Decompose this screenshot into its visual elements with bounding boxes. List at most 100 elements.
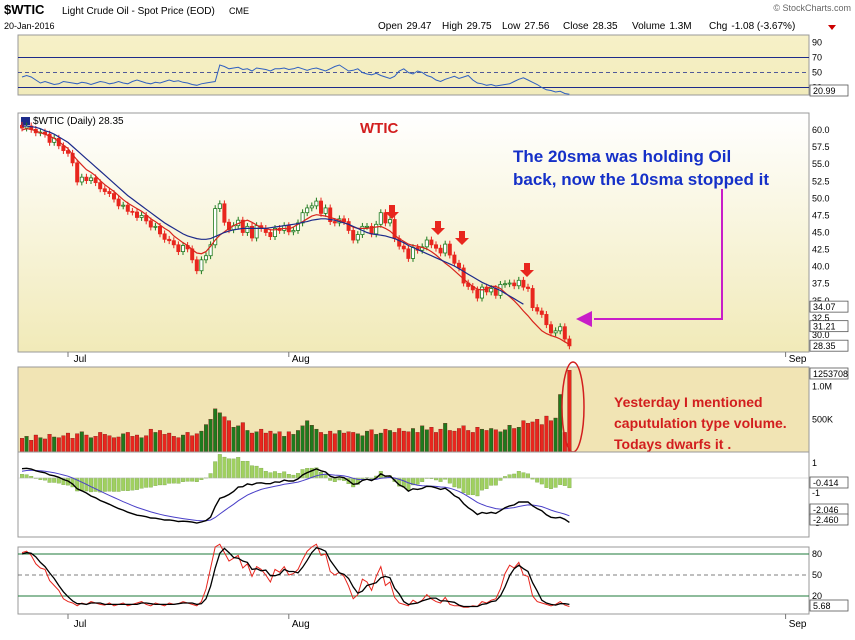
macd-histogram-bar xyxy=(236,457,241,479)
volume-bar xyxy=(273,433,277,453)
volume-annotation-line-3: Todays dwarfs it . xyxy=(614,436,731,452)
macd-histogram-bar xyxy=(185,477,190,482)
date-axis-top-label: Jul xyxy=(74,354,87,365)
macd-histogram-bar xyxy=(125,477,130,491)
watermark: © StockCharts.com xyxy=(773,3,851,13)
date-axis-bottom-label: Aug xyxy=(292,619,310,630)
date-axis-top: JulAugSepOctNovDec2016FebMarApr xyxy=(67,352,807,365)
price-flag-label: 34.07 xyxy=(813,302,836,312)
volume-bar xyxy=(332,433,337,453)
volume-bar xyxy=(277,431,282,453)
volume-bar xyxy=(130,436,135,453)
volume-annotation-line-2: caputulation type volume. xyxy=(614,415,787,431)
volume-bar xyxy=(268,430,273,453)
candle xyxy=(79,176,84,183)
volume-bar xyxy=(424,429,429,453)
candle xyxy=(148,220,153,228)
down-arrow-icon xyxy=(828,25,836,30)
macd-histogram-bar xyxy=(139,477,144,489)
price-flag-label-box xyxy=(809,320,849,333)
volume-bar xyxy=(217,412,222,453)
volume-bar xyxy=(553,417,558,453)
macd-histogram-bar xyxy=(47,477,52,483)
sma-annotation-line-1: The 20sma was holding Oil xyxy=(513,147,731,166)
volume-bar xyxy=(351,432,356,453)
candle xyxy=(268,232,273,237)
macd-histogram-bar xyxy=(167,477,172,484)
macd-histogram-bar xyxy=(567,477,572,489)
stochastic-d-line xyxy=(21,546,570,608)
chart-symbol: $WTIC xyxy=(4,2,45,17)
macd-histogram-bar xyxy=(420,477,425,482)
volume-bar xyxy=(549,420,553,453)
candle xyxy=(125,204,130,212)
volume-bar xyxy=(392,432,397,453)
price-tick-label: 50.0 xyxy=(812,193,830,203)
volume-bar xyxy=(507,425,512,453)
date-axis-top-label: Sep xyxy=(789,354,807,365)
rsi-line xyxy=(21,64,570,95)
candle xyxy=(249,225,254,239)
price-tick-label: 40.0 xyxy=(812,262,830,272)
macd-histogram-bar xyxy=(162,477,167,486)
volume-bar xyxy=(309,425,314,453)
macd-histogram-bar xyxy=(282,471,287,479)
chart-instrument-name: Light Crude Oil - Spot Price (EOD) xyxy=(62,6,215,17)
macd-histogram-bar xyxy=(181,477,185,482)
candle xyxy=(107,191,112,194)
candle xyxy=(309,205,314,209)
macd-histogram-bar xyxy=(286,474,291,479)
rsi-value-label: 20.99 xyxy=(813,86,836,96)
volume-bar xyxy=(452,430,457,453)
stochastic-tick-label: 20 xyxy=(812,591,822,601)
candle xyxy=(512,282,517,287)
macd-histogram-bar xyxy=(470,477,475,496)
macd-histogram-bar xyxy=(415,477,420,485)
candle xyxy=(213,208,218,246)
price-tick-label: 47.5 xyxy=(812,210,830,220)
volume-bar xyxy=(530,421,535,453)
stochastic-value-label: 5.68 xyxy=(813,601,831,611)
volume-value-label-box xyxy=(809,367,849,380)
volume-bar xyxy=(526,423,530,453)
macd-histogram-bar xyxy=(452,477,457,488)
candle xyxy=(157,225,162,235)
macd-histogram-bar xyxy=(254,465,259,479)
volume-bar xyxy=(93,436,98,453)
volume-bar xyxy=(213,408,218,453)
candle xyxy=(549,324,554,334)
volume-tick-label: 1.0M xyxy=(812,382,832,392)
price-flag-label: 31.21 xyxy=(813,322,836,332)
price-tick-label: 55.0 xyxy=(812,159,830,169)
volume-bar xyxy=(204,424,208,453)
macd-histogram-bar xyxy=(549,477,553,489)
candle xyxy=(429,239,434,246)
volume-bar xyxy=(314,428,319,453)
sma10-line xyxy=(21,128,570,346)
candle xyxy=(433,244,438,249)
macd-histogram-bar xyxy=(498,477,503,481)
macd-histogram-bar xyxy=(116,477,121,492)
volume-bar xyxy=(286,431,291,453)
volume-bar xyxy=(420,425,425,453)
macd-histogram-bar xyxy=(493,477,498,486)
candle xyxy=(254,225,259,239)
volume-bar xyxy=(24,436,29,453)
candle xyxy=(452,254,457,264)
volume-bar xyxy=(125,432,130,453)
candle xyxy=(47,133,52,143)
volume-bar xyxy=(185,432,190,453)
volume-bar xyxy=(222,416,227,453)
candle xyxy=(553,330,558,334)
macd-histogram-bar xyxy=(245,460,250,479)
price-tick-label: 60.0 xyxy=(812,125,830,135)
volume-bar xyxy=(75,433,80,453)
volume-bar xyxy=(342,432,346,453)
date-axis-bottom-label: Jul xyxy=(74,619,87,630)
macd-signal-line xyxy=(21,469,570,522)
volume-bar xyxy=(56,437,61,453)
candle xyxy=(176,244,181,253)
candle xyxy=(180,245,185,253)
volume-bar xyxy=(112,437,116,453)
volume-annotation-line-1: Yesterday I mentioned xyxy=(614,394,763,410)
